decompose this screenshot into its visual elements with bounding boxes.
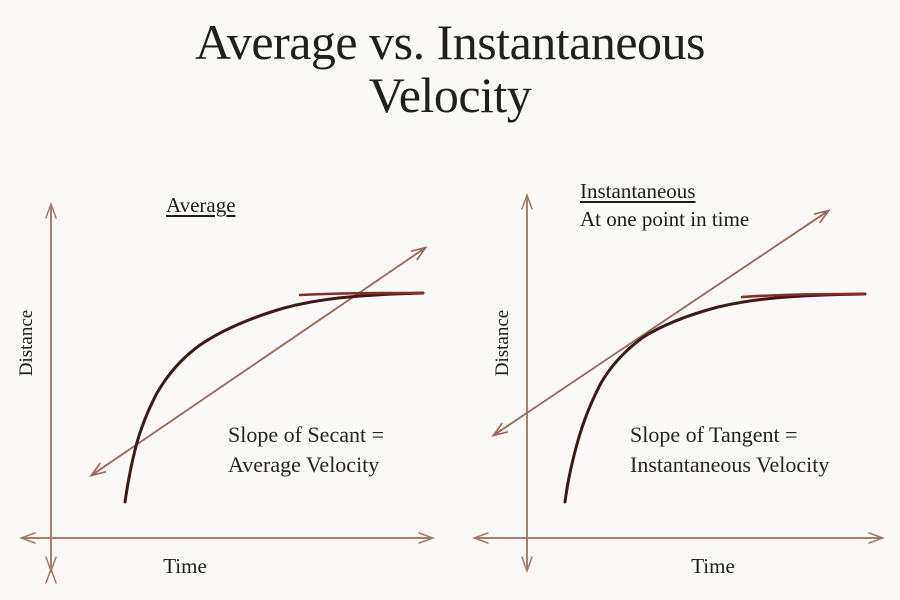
right-panel-subheading: At one point in time: [580, 206, 750, 231]
right-annotation-line-1: Slope of Tangent =: [630, 422, 798, 447]
right-panel-annotation: Slope of Tangent = Instantaneous Velocit…: [630, 420, 829, 481]
left-annotation-line-1: Slope of Secant =: [228, 422, 384, 447]
right-curve-plateau: [740, 292, 867, 299]
left-annotation-line-2: Average Velocity: [228, 452, 380, 478]
right-panel-heading-block: Instantaneous At one point in time: [580, 178, 749, 233]
right-annotation-line-2: Instantaneous Velocity: [630, 452, 830, 478]
left-panel-heading-block: Average: [166, 192, 236, 220]
title-line-1: Average vs. Instantaneous: [194, 14, 706, 70]
tangent-line-reverse: [494, 210, 829, 435]
left-curve-plateau: [298, 291, 425, 297]
title-line-2: Velocity: [368, 67, 532, 123]
left-x-axis-label: Time: [163, 554, 207, 578]
right-panel-heading: Instantaneous: [580, 179, 696, 203]
left-panel-annotation: Slope of Secant = Average Velocity: [228, 420, 384, 481]
left-panel-heading: Average: [166, 193, 236, 217]
left-panel-graph: [22, 205, 432, 570]
page-title: Average vs. Instantaneous Velocity: [0, 16, 900, 122]
left-distance-curve: [123, 291, 425, 504]
right-x-axis-label: Time: [691, 554, 735, 578]
secant-line-reverse: [92, 247, 426, 475]
right-y-axis-label: Distance: [492, 309, 513, 377]
right-distance-curve: [563, 292, 867, 504]
left-y-axis-label: Distance: [16, 309, 37, 377]
right-panel-graph: [475, 196, 882, 570]
